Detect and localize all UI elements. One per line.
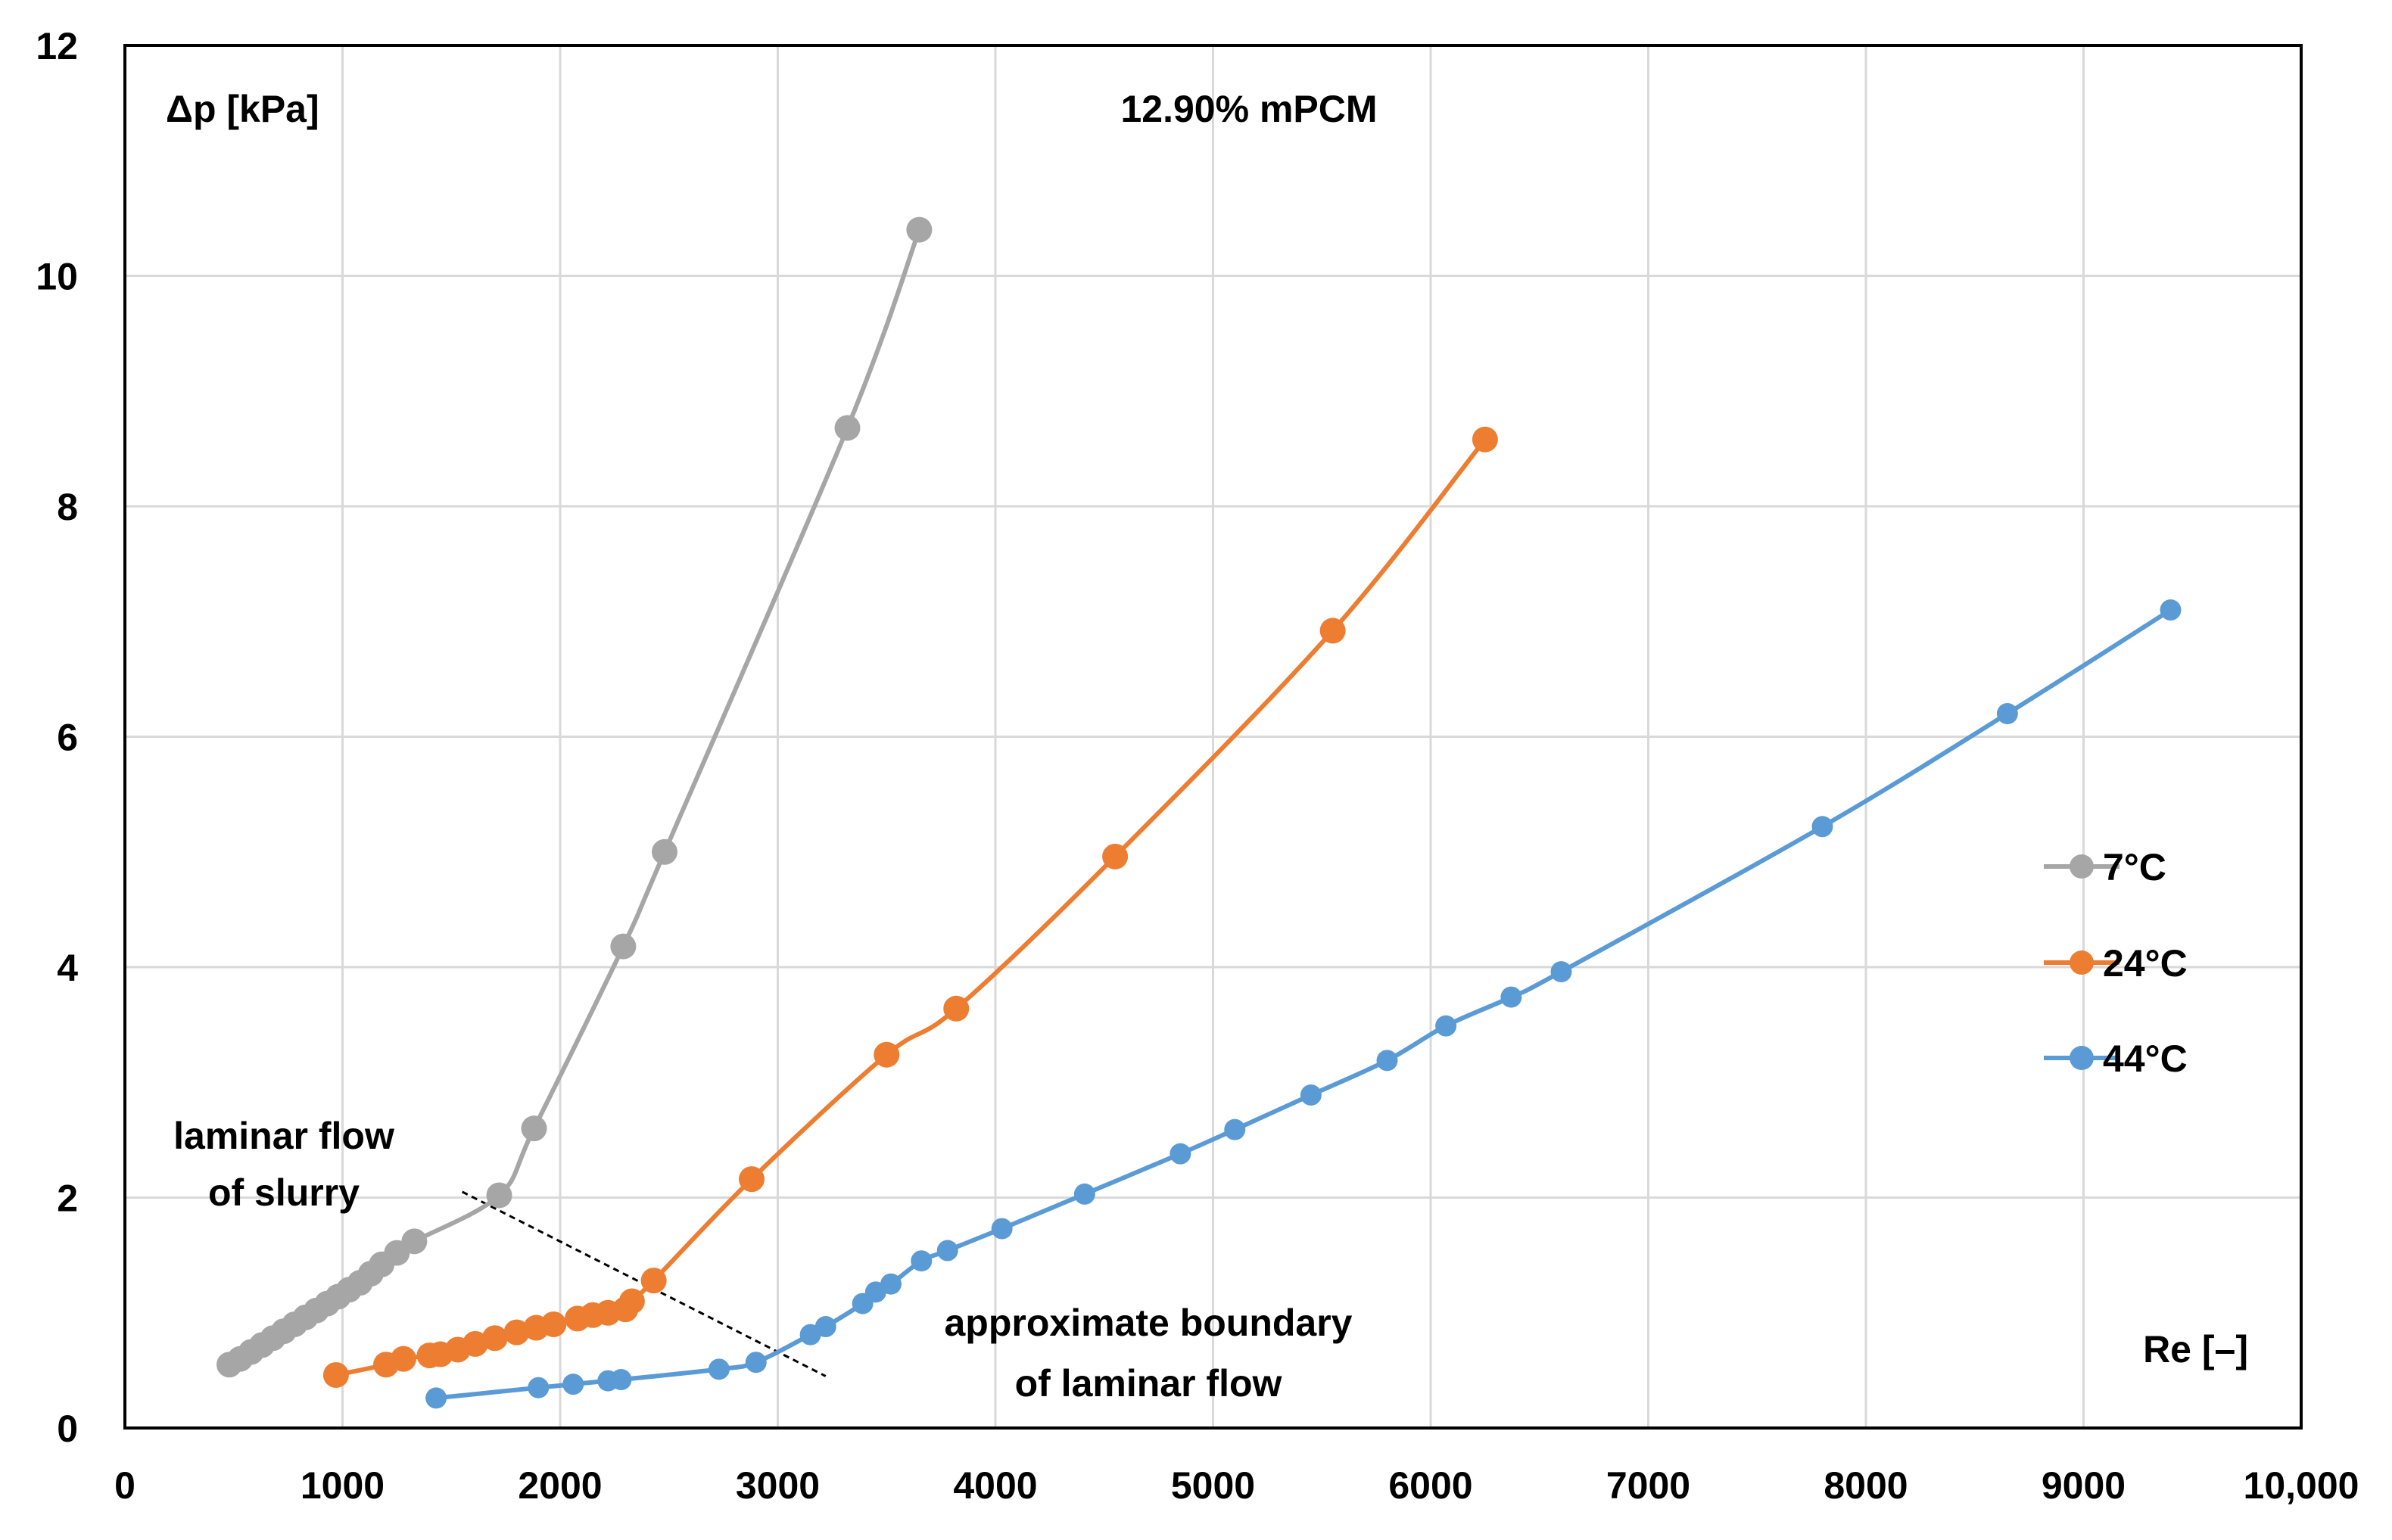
grid-lines — [125, 45, 2301, 1428]
legend-item-7-c: 7°C — [2044, 846, 2166, 888]
boundary-label-line2: of laminar flow — [1015, 1362, 1282, 1405]
y-tick-label-4: 4 — [57, 947, 78, 989]
x-tick-label-8000: 8000 — [1824, 1464, 1908, 1507]
y-tick-label-10: 10 — [36, 256, 78, 298]
y-tick-label-12: 12 — [36, 25, 78, 67]
x-tick-label-5000: 5000 — [1171, 1464, 1255, 1507]
data-point-24-c-22 — [1472, 426, 1498, 453]
data-point-44-c-21 — [1500, 986, 1522, 1008]
data-point-24-c-19 — [943, 995, 970, 1022]
data-point-44-c-14 — [991, 1218, 1013, 1240]
data-point-24-c-15 — [618, 1288, 645, 1314]
data-point-44-c-25 — [2160, 599, 2182, 621]
data-point-24-c-20 — [1102, 843, 1129, 870]
y-tick-label-6: 6 — [57, 717, 78, 759]
data-point-44-c-24 — [1996, 703, 2018, 725]
data-point-24-c-17 — [739, 1166, 765, 1193]
series-layer — [216, 216, 2182, 1409]
x-tick-label-9000: 9000 — [2042, 1464, 2126, 1507]
x-tick-label-0: 0 — [114, 1464, 135, 1507]
data-point-44-c-15 — [1073, 1183, 1095, 1205]
series-44-c — [425, 599, 2182, 1409]
data-point-7-c-21 — [834, 415, 861, 441]
legend-marker-7-c — [2070, 854, 2094, 879]
series-24-c — [322, 426, 1498, 1388]
legend-label-7-c: 7°C — [2103, 846, 2166, 888]
y-tick-label-8: 8 — [57, 486, 78, 528]
laminar-flow-label-line1: laminar flow — [173, 1115, 394, 1157]
data-point-24-c-8 — [503, 1319, 530, 1346]
x-tick-label-2000: 2000 — [518, 1464, 602, 1507]
legend-marker-24-c — [2070, 950, 2094, 975]
data-point-24-c-16 — [640, 1268, 667, 1294]
y-tick-label-0: 0 — [57, 1408, 78, 1450]
y-axis-label: Δp [kPa] — [166, 88, 319, 130]
data-point-44-c-18 — [1300, 1084, 1322, 1106]
data-point-44-c-19 — [1376, 1050, 1398, 1072]
data-point-7-c-18 — [521, 1115, 547, 1142]
tick-labels: 0 1000 2000 3000 4000 5000 6000 7000 8000 9000 10,… — [36, 25, 2359, 1507]
x-tick-label-6000: 6000 — [1388, 1464, 1472, 1507]
x-tick-label-4000: 4000 — [953, 1464, 1037, 1507]
laminar-flow-label-line2: of slurry — [208, 1171, 360, 1214]
data-point-44-c-5 — [708, 1358, 730, 1380]
x-tick-label-10000: 10,000 — [2244, 1464, 2359, 1507]
data-point-24-c-2 — [391, 1346, 416, 1372]
legend-item-44-c: 44°C — [2044, 1038, 2188, 1080]
data-point-24-c-6 — [462, 1330, 488, 1357]
data-point-44-c-22 — [1550, 961, 1572, 983]
legend: 7°C 24°C 44°C — [2044, 846, 2188, 1080]
data-point-44-c-20 — [1435, 1015, 1457, 1037]
data-point-24-c-0 — [322, 1361, 349, 1388]
legend-marker-44-c — [2070, 1046, 2094, 1070]
data-point-44-c-16 — [1170, 1143, 1191, 1165]
x-axis-label: Re [–] — [2143, 1328, 2248, 1370]
data-point-24-c-7 — [481, 1325, 508, 1352]
x-tick-label-3000: 3000 — [736, 1464, 820, 1507]
series-line-44-c — [435, 608, 2172, 1401]
data-point-44-c-17 — [1224, 1118, 1246, 1140]
data-point-7-c-16 — [401, 1228, 428, 1255]
series-7-c — [216, 216, 933, 1378]
plot-frame — [123, 44, 2303, 1430]
x-tick-label-7000: 7000 — [1606, 1464, 1690, 1507]
data-point-44-c-4 — [610, 1369, 632, 1391]
data-point-24-c-10 — [540, 1311, 567, 1337]
data-point-44-c-12 — [911, 1250, 933, 1272]
legend-label-44-c: 44°C — [2103, 1038, 2188, 1080]
data-point-7-c-17 — [486, 1182, 512, 1209]
legend-label-24-c: 24°C — [2103, 942, 2188, 985]
data-point-24-c-21 — [1319, 618, 1346, 644]
data-point-44-c-11 — [880, 1273, 902, 1295]
data-point-44-c-1 — [528, 1377, 550, 1398]
data-point-44-c-8 — [814, 1316, 836, 1338]
data-point-44-c-0 — [425, 1387, 447, 1409]
data-point-7-c-22 — [906, 216, 933, 243]
legend-item-24-c: 24°C — [2044, 942, 2188, 985]
data-point-24-c-18 — [874, 1041, 900, 1068]
y-tick-label-2: 2 — [57, 1178, 78, 1220]
data-point-7-c-20 — [652, 838, 677, 865]
data-point-44-c-23 — [1811, 816, 1833, 838]
boundary-label-line1: approximate boundary — [945, 1302, 1353, 1344]
x-tick-label-1000: 1000 — [301, 1464, 385, 1507]
chart-title: 12.90% mPCM — [1120, 88, 1377, 130]
data-point-44-c-6 — [745, 1352, 767, 1374]
data-point-44-c-13 — [936, 1240, 958, 1262]
data-point-44-c-2 — [562, 1374, 584, 1395]
data-point-7-c-19 — [610, 933, 637, 960]
